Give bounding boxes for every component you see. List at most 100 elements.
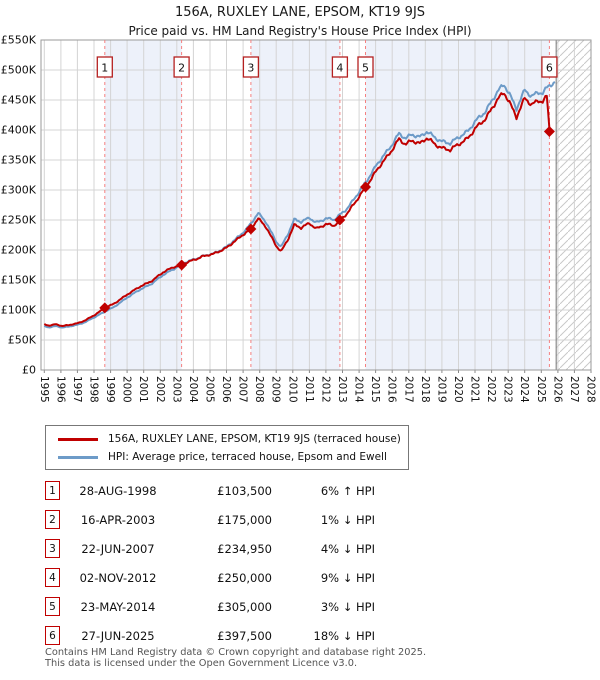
sale-hpi-delta: 1% ↓ HPI: [320, 512, 375, 527]
y-axis-label: £0: [22, 364, 36, 377]
svg-text:1: 1: [101, 62, 108, 75]
x-axis-label: 2021: [469, 376, 481, 403]
property-line-swatch: [58, 437, 98, 441]
y-axis-label: £500K: [1, 64, 37, 77]
sale-price: £305,000: [217, 599, 272, 614]
price-chart: 1 2 3 4 5 6 £0 £50K £100K £150K £200K £250K £30…: [1, 34, 597, 404]
x-axis-label: 2001: [137, 376, 149, 403]
x-axis-label: 2026: [551, 376, 563, 403]
x-axis-label: 2015: [369, 376, 381, 403]
table-row: 5 23-MAY-2014 £305,000 3% ↓ HPI: [45, 592, 375, 621]
x-axis-label: 1999: [104, 376, 116, 403]
sale-price: £175,000: [217, 512, 272, 527]
svg-text:4: 4: [336, 62, 343, 75]
table-row: 4 02-NOV-2012 £250,000 9% ↓ HPI: [45, 563, 375, 592]
x-axis-label: 2009: [270, 376, 282, 403]
x-axis-label: 2002: [154, 376, 166, 403]
sale-marker: [334, 214, 346, 226]
x-axis-label: 2014: [353, 376, 365, 403]
sale-number-box: 4: [331, 56, 349, 78]
sale-number-badge: 4: [45, 568, 60, 587]
footer-line-1: Contains HM Land Registry data © Crown c…: [45, 647, 427, 658]
sale-date: 22-JUN-2007: [81, 541, 155, 556]
x-axis-label: 2003: [170, 376, 182, 403]
y-axis-label: £400K: [1, 124, 37, 137]
sale-hpi-delta: 4% ↓ HPI: [320, 541, 375, 556]
x-axis-label: 1997: [71, 376, 83, 403]
sales-table: 1 28-AUG-1998 £103,500 6% ↑ HPI 2 16-APR…: [45, 476, 375, 650]
hpi-line-swatch: [58, 455, 98, 459]
legend-entry-property: 156A, RUXLEY LANE, EPSOM, KT19 9JS (terr…: [46, 430, 408, 448]
x-axis-label: 2019: [435, 376, 447, 403]
y-axis-label: £100K: [1, 304, 37, 317]
sale-price: £103,500: [217, 483, 272, 498]
table-row: 2 16-APR-2003 £175,000 1% ↓ HPI: [45, 505, 375, 534]
x-axis-label: 2027: [568, 376, 580, 403]
sale-number-box: 6: [541, 56, 558, 78]
hpi-line: [43, 81, 556, 329]
x-axis-label: 2007: [237, 376, 249, 403]
y-axis-label: £300K: [1, 184, 37, 197]
x-axis-label: 2018: [419, 376, 431, 403]
sale-price: £397,500: [217, 628, 272, 643]
sale-date: 23-MAY-2014: [80, 599, 156, 614]
sale-number-box: 5: [357, 56, 374, 78]
x-axis-label: 2010: [286, 376, 298, 403]
x-axis-label: 2028: [585, 376, 597, 403]
table-row: 6 27-JUN-2025 £397,500 18% ↓ HPI: [45, 621, 375, 650]
x-axis-label: 2004: [187, 376, 199, 403]
sale-price: £250,000: [217, 570, 272, 585]
sale-number-box: 2: [173, 56, 190, 78]
sale-hpi-delta: 18% ↓ HPI: [313, 628, 375, 643]
legend-label-hpi: HPI: Average price, terraced house, Epso…: [108, 451, 387, 463]
sale-price: £234,950: [217, 541, 272, 556]
x-axis-label: 2011: [303, 376, 315, 403]
page-subtitle: Price paid vs. HM Land Registry's House …: [128, 24, 472, 38]
x-axis-label: 1998: [88, 376, 100, 403]
sale-date: 02-NOV-2012: [79, 570, 157, 585]
footer-line-2: This data is licensed under the Open Gov…: [45, 658, 358, 669]
x-axis-label: 2020: [452, 376, 464, 403]
y-axis-label: £150K: [1, 274, 37, 287]
x-axis-label: 2008: [253, 376, 265, 403]
property-price-line: [43, 92, 552, 327]
y-axis-label: £50K: [8, 334, 37, 347]
y-axis-label: £450K: [1, 94, 37, 107]
sale-number-box: 1: [96, 56, 113, 78]
y-axis-label: £200K: [1, 244, 37, 257]
chart-legend: 156A, RUXLEY LANE, EPSOM, KT19 9JS (terr…: [45, 425, 409, 470]
sale-number-box: 3: [242, 56, 260, 78]
x-axis-label: 1996: [54, 376, 66, 403]
sale-number-badge: 3: [45, 539, 60, 558]
sale-hpi-delta: 3% ↓ HPI: [320, 599, 375, 614]
x-axis-label: 2012: [319, 376, 331, 403]
x-axis-label: 2016: [386, 376, 398, 403]
y-axis-label: £550K: [1, 34, 37, 47]
sale-marker: [245, 223, 257, 235]
x-axis-label: 1995: [38, 376, 50, 403]
x-axis-label: 2025: [535, 376, 547, 403]
x-axis-label: 2023: [502, 376, 514, 403]
license-footer: Contains HM Land Registry data © Crown c…: [45, 647, 426, 669]
price-chart-svg: 1 2 3 4 5 6 £0 £50K £100K £150K £200K £250K £30…: [1, 34, 597, 404]
table-row: 1 28-AUG-1998 £103,500 6% ↑ HPI: [45, 476, 375, 505]
sale-date: 28-AUG-1998: [79, 483, 157, 498]
x-axis-label: 2006: [220, 376, 232, 403]
x-axis-label: 2013: [336, 376, 348, 403]
sale-number-badge: 1: [45, 481, 60, 500]
y-axis-label: £350K: [1, 154, 37, 167]
sale-marker: [543, 126, 555, 137]
sale-date: 16-APR-2003: [80, 512, 156, 527]
sale-hpi-delta: 6% ↑ HPI: [320, 483, 375, 498]
x-axis-label: 2017: [402, 376, 414, 403]
sale-date: 27-JUN-2025: [81, 628, 155, 643]
sale-number-badge: 6: [45, 626, 60, 645]
svg-text:3: 3: [247, 62, 254, 75]
sale-number-badge: 5: [45, 597, 60, 616]
x-axis-label: 2000: [121, 376, 133, 403]
x-axis-label: 2024: [518, 376, 530, 403]
sale-hpi-delta: 9% ↓ HPI: [320, 570, 375, 585]
sale-marker: [360, 181, 372, 193]
x-axis-label: 2022: [485, 376, 497, 403]
